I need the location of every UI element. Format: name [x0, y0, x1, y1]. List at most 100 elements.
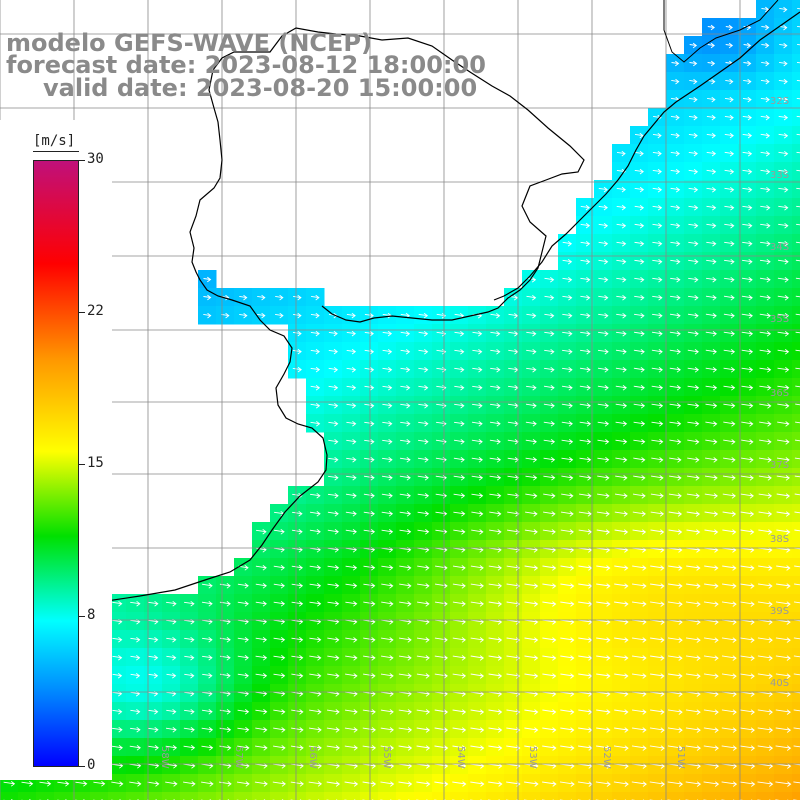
wind-arrow — [775, 637, 791, 643]
wind-arrow — [490, 312, 501, 319]
wind-arrow — [362, 745, 377, 751]
wind-arrow — [634, 240, 645, 247]
wind-arrow — [291, 673, 304, 679]
wind-arrow — [579, 439, 592, 445]
wind-arrow — [779, 24, 788, 31]
wind-arrow — [687, 331, 699, 337]
wind-arrow — [542, 637, 557, 643]
wind-arrow — [416, 655, 430, 661]
wind-arrow — [596, 583, 611, 589]
wind-arrow — [616, 240, 627, 247]
wind-arrow — [202, 636, 213, 643]
wind-cell — [792, 648, 800, 667]
wind-cell — [792, 180, 800, 199]
wind-arrow — [614, 511, 628, 517]
wind-arrow — [416, 745, 431, 751]
wind-arrow — [400, 420, 411, 427]
wind-arrow — [453, 493, 466, 499]
wind-arrow — [382, 384, 393, 391]
wind-arrow — [651, 439, 664, 445]
wind-arrow — [650, 637, 665, 643]
wind-arrow — [291, 655, 304, 661]
wind-arrow — [380, 727, 394, 733]
wind-arrow — [399, 493, 411, 499]
wind-arrow — [148, 708, 159, 715]
wind-arrow — [293, 294, 302, 301]
wind-arrow — [688, 240, 699, 247]
wind-arrow — [598, 258, 609, 265]
wind-arrow — [722, 475, 736, 481]
wind-arrow — [796, 97, 800, 100]
wind-arrow — [490, 348, 501, 355]
wind-arrow — [721, 709, 737, 715]
wind-cell — [486, 792, 505, 800]
wind-arrow — [345, 673, 358, 679]
wind-arrow — [237, 709, 250, 715]
wind-arrow — [400, 384, 411, 391]
wind-arrow — [616, 222, 627, 229]
wind-arrow — [578, 529, 593, 535]
wind-arrow — [761, 60, 770, 67]
wind-arrow — [309, 655, 322, 661]
wind-arrow — [363, 673, 376, 679]
wind-arrow — [724, 132, 734, 139]
wind-arrow — [184, 636, 195, 643]
wind-arrow — [758, 529, 773, 535]
wind-arrow — [758, 565, 773, 571]
wind-arrow — [649, 745, 665, 751]
wind-arrow — [669, 403, 682, 409]
wind-arrow — [758, 475, 772, 481]
wind-arrow — [796, 79, 800, 82]
wind-arrow — [650, 529, 665, 535]
wind-arrow — [688, 114, 698, 121]
wind-arrow — [705, 367, 718, 373]
wind-arrow — [743, 60, 752, 67]
wind-arrow — [793, 601, 800, 604]
wind-cell — [792, 90, 800, 109]
wind-arrow — [724, 186, 735, 193]
wind-arrow — [757, 709, 773, 715]
wind-arrow — [777, 313, 790, 319]
wind-arrow — [632, 601, 647, 607]
wind-arrow — [560, 673, 575, 679]
wind-arrow — [757, 637, 773, 643]
wind-cell — [792, 126, 800, 145]
wind-arrow — [219, 745, 232, 751]
colorbar-tick — [79, 766, 85, 767]
wind-arrow — [416, 673, 430, 679]
wind-arrow — [632, 637, 647, 643]
wind-arrow — [398, 727, 413, 733]
wind-arrow — [757, 655, 773, 661]
wind-arrow — [759, 313, 771, 319]
wind-arrow — [273, 637, 286, 643]
wind-arrow — [687, 421, 700, 427]
wind-cell — [234, 792, 253, 800]
wind-arrow — [524, 673, 539, 679]
wind-arrow — [526, 294, 537, 301]
wind-arrow — [506, 709, 521, 715]
wind-arrow — [794, 457, 800, 460]
wind-arrow — [616, 186, 626, 193]
wind-cell — [684, 792, 703, 800]
wind-arrow — [634, 150, 644, 157]
wind-arrow — [794, 475, 800, 478]
wind-arrow — [778, 168, 789, 175]
wind-cell — [792, 144, 800, 163]
wind-arrow — [652, 276, 663, 283]
wind-arrow — [453, 529, 466, 535]
wind-arrow — [273, 655, 286, 661]
wind-arrow — [759, 349, 772, 355]
wind-arrow — [597, 457, 610, 463]
wind-arrow — [292, 330, 302, 337]
wind-arrow — [561, 385, 573, 391]
wind-arrow — [488, 637, 503, 643]
wind-arrow — [740, 493, 754, 499]
wind-arrow — [650, 511, 665, 517]
wind-arrow — [309, 565, 322, 571]
wind-arrow — [668, 511, 683, 517]
wind-arrow — [562, 294, 573, 301]
colorbar-tick-label: 22 — [87, 303, 104, 319]
wind-arrow — [148, 726, 159, 733]
wind-arrow — [703, 709, 719, 715]
wind-arrow — [668, 493, 682, 499]
